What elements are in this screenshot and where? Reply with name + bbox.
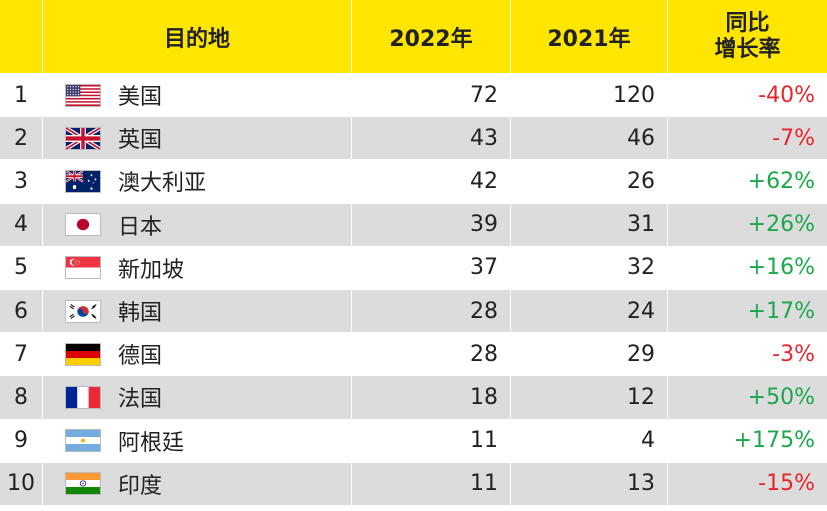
table-row: 8 法国 18 12 +50% (0, 375, 827, 419)
yoy-growth-cell: +62% (667, 159, 827, 203)
value-2021-cell: 32 (510, 245, 667, 289)
destination-cell: 英国 (42, 116, 351, 160)
table-row: 7 德国 28 29 -3% (0, 332, 827, 376)
uk-flag-icon (65, 126, 101, 150)
value-2022-cell: 42 (351, 159, 510, 203)
yoy-growth-cell: +17% (667, 288, 827, 333)
table-row: 1 美国 72 120 -40% (0, 73, 827, 117)
yoy-growth-cell: -15% (667, 461, 827, 505)
destination-label: 阿根廷 (118, 430, 185, 456)
rank-cell: 2 (0, 116, 42, 160)
yoy-growth-cell: -40% (667, 73, 827, 117)
argentina-flag-icon (65, 429, 101, 453)
yoy-growth-cell: +175% (667, 418, 827, 462)
us-flag-icon (65, 83, 101, 107)
destination-cell: 日本 (42, 202, 351, 246)
header-2022: 2022年 (351, 0, 510, 73)
destination-cell: 美国 (42, 73, 351, 117)
value-2022-cell: 43 (351, 116, 510, 160)
value-2021-cell: 29 (510, 332, 667, 376)
header-rank (0, 0, 42, 73)
germany-flag-icon (65, 342, 101, 366)
table-row: 4 日本 39 31 +26% (0, 202, 827, 246)
destination-label: 澳大利亚 (118, 171, 207, 197)
table-row: 6 韩国 28 24 +17% (0, 288, 827, 333)
value-2021-cell: 12 (510, 375, 667, 419)
value-2022-cell: 28 (351, 332, 510, 376)
header-destination: 目的地 (42, 0, 351, 73)
destination-cell: 新加坡 (42, 245, 351, 289)
header-yoy: 同比 增长率 (667, 0, 827, 73)
value-2022-cell: 72 (351, 73, 510, 117)
table-row: 9 阿根廷 11 4 +175% (0, 418, 827, 462)
destination-label: 日本 (118, 214, 163, 240)
value-2022-cell: 37 (351, 245, 510, 289)
rank-cell: 4 (0, 202, 42, 246)
value-2021-cell: 24 (510, 288, 667, 333)
value-2022-cell: 11 (351, 418, 510, 462)
header-2021: 2021年 (510, 0, 667, 73)
destination-cell: 澳大利亚 (42, 159, 351, 203)
value-2022-cell: 18 (351, 375, 510, 419)
yoy-growth-cell: -7% (667, 116, 827, 160)
value-2021-cell: 120 (510, 73, 667, 117)
destination-label: 英国 (118, 128, 163, 154)
value-2021-cell: 46 (510, 116, 667, 160)
destination-label: 美国 (118, 85, 163, 111)
value-2022-cell: 39 (351, 202, 510, 246)
destination-cell: 韩国 (42, 288, 351, 333)
destination-label: 德国 (118, 344, 163, 370)
yoy-growth-cell: +50% (667, 375, 827, 419)
destination-cell: 法国 (42, 375, 351, 419)
rank-cell: 10 (0, 461, 42, 505)
yoy-growth-cell: +26% (667, 202, 827, 246)
yoy-growth-cell: -3% (667, 332, 827, 376)
destination-label: 法国 (118, 387, 163, 413)
australia-flag-icon (65, 169, 101, 193)
value-2021-cell: 13 (510, 461, 667, 505)
destination-label: 韩国 (118, 301, 163, 327)
rank-cell: 7 (0, 332, 42, 375)
header-yoy-line2: 增长率 (714, 36, 781, 62)
india-flag-icon (65, 472, 101, 496)
korea-flag-icon (65, 299, 101, 323)
table-row: 10 印度 11 13 -15% (0, 461, 827, 505)
destination-label: 新加坡 (118, 257, 185, 283)
rank-cell: 1 (0, 73, 42, 116)
value-2022-cell: 28 (351, 288, 510, 333)
header-yoy-line1: 同比 (725, 10, 770, 36)
table-row: 3 澳大利亚 42 26 +62% (0, 159, 827, 203)
rank-cell: 8 (0, 375, 42, 419)
destination-cell: 德国 (42, 332, 351, 376)
value-2021-cell: 4 (510, 418, 667, 462)
singapore-flag-icon (65, 256, 101, 280)
value-2022-cell: 11 (351, 461, 510, 505)
value-2021-cell: 26 (510, 159, 667, 203)
table-row: 5 新加坡 37 32 +16% (0, 245, 827, 289)
japan-flag-icon (65, 213, 101, 237)
destination-label: 印度 (118, 473, 163, 499)
france-flag-icon (65, 385, 101, 409)
rank-cell: 3 (0, 159, 42, 202)
rank-cell: 6 (0, 288, 42, 333)
table-row: 2 英国 43 46 -7% (0, 116, 827, 160)
value-2021-cell: 31 (510, 202, 667, 246)
table-header-row: 目的地 2022年 2021年 同比 增长率 (0, 0, 827, 73)
destination-cell: 印度 (42, 461, 351, 505)
destination-cell: 阿根廷 (42, 418, 351, 462)
rank-cell: 9 (0, 418, 42, 462)
yoy-growth-cell: +16% (667, 245, 827, 289)
rank-cell: 5 (0, 245, 42, 289)
